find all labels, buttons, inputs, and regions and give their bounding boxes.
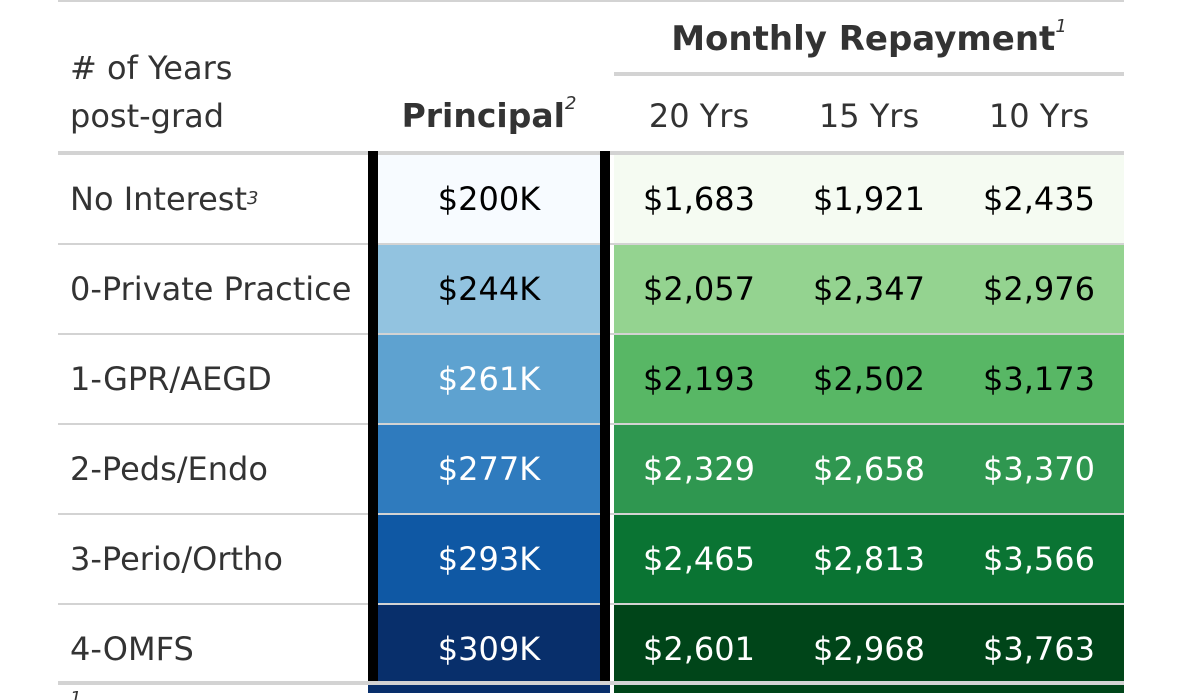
row-label-text: 2-Peds/Endo: [70, 450, 268, 488]
payment-cell-p20: $2,601: [614, 605, 784, 693]
row-label-text: No Interest: [70, 180, 247, 218]
spanner-rule: [614, 72, 1124, 76]
payment-cell-p20: $2,193: [614, 335, 784, 423]
principal-right-divider: [600, 151, 610, 685]
row-label: 0-Private Practice: [58, 245, 368, 333]
row-label-text: 0-Private Practice: [70, 270, 352, 308]
top-rule: [58, 0, 1124, 2]
years-header-line1: # of Years: [70, 49, 233, 87]
spanner-label: Monthly Repayment: [671, 19, 1056, 59]
payment-cell-p15: $2,502: [784, 335, 954, 423]
table-row: 2-Peds/Endo $277K $2,329 $2,658 $3,370: [58, 423, 1124, 513]
principal-header-label: Principal: [401, 96, 565, 135]
repayment-table: Monthly Repayment1 # of Years post-grad …: [58, 0, 1124, 700]
row-label-text: 4-OMFS: [70, 630, 194, 668]
principal-footnote-marker: 2: [564, 93, 577, 114]
payment-cell-p15: $1,921: [784, 155, 954, 243]
payment-cell-p15: $2,347: [784, 245, 954, 333]
table-row: 1-GPR/AEGD $261K $2,193 $2,502 $3,173: [58, 333, 1124, 423]
payment-cell-p10: $3,370: [954, 425, 1124, 513]
principal-cell: $309K: [368, 605, 610, 693]
table-row: 4-OMFS $309K $2,601 $2,968 $3,763: [58, 603, 1124, 693]
payment-cell-p10: $3,763: [954, 605, 1124, 693]
spanner-footnote-marker: 1: [1055, 16, 1067, 37]
payment-cell-p15: $2,658: [784, 425, 954, 513]
principal-cell: $244K: [368, 245, 610, 333]
payment-cell-p20: $2,057: [614, 245, 784, 333]
monthly-repayment-spanner: Monthly Repayment1: [614, 14, 1124, 64]
payment-cell-p15: $2,813: [784, 515, 954, 603]
row-label-text: 3-Perio/Ortho: [70, 540, 283, 578]
row-label: 4-OMFS: [58, 605, 368, 693]
col-header-20-yrs: 20 Yrs: [648, 97, 750, 135]
payment-cell-p20: $1,683: [614, 155, 784, 243]
table-row: 0-Private Practice $244K $2,057 $2,347 $2,97…: [58, 243, 1124, 333]
footnote-marker: 1: [70, 688, 82, 700]
row-label: 3-Perio/Ortho: [58, 515, 368, 603]
principal-cell: $200K: [368, 155, 610, 243]
bottom-rule: [58, 681, 1124, 685]
payment-cell-p20: $2,329: [614, 425, 784, 513]
principal-cell: $293K: [368, 515, 610, 603]
header-rule: [58, 151, 1124, 155]
payment-cell-p10: $3,173: [954, 335, 1124, 423]
payment-cell-p10: $2,976: [954, 245, 1124, 333]
col-header-15-yrs: 15 Yrs: [818, 97, 920, 135]
table-body: No Interest 3 $200K $1,683 $1,921 $2,435 0-Pri…: [58, 155, 1124, 693]
principal-left-divider: [368, 151, 378, 685]
row-label: 1-GPR/AEGD: [58, 335, 368, 423]
row-label-text: 1-GPR/AEGD: [70, 360, 272, 398]
principal-column-header: Principal2: [368, 88, 610, 144]
row-label: 2-Peds/Endo: [58, 425, 368, 513]
row-label: No Interest 3: [70, 180, 259, 218]
principal-cell: $261K: [368, 335, 610, 423]
years-column-header: # of Years post-grad: [70, 44, 232, 140]
payment-cell-p15: $2,968: [784, 605, 954, 693]
years-header-line2: post-grad: [70, 97, 225, 135]
table-row: No Interest 3 $200K $1,683 $1,921 $2,435: [58, 155, 1124, 243]
principal-cell: $277K: [368, 425, 610, 513]
payment-cell-p10: $3,566: [954, 515, 1124, 603]
payment-cell-p20: $2,465: [614, 515, 784, 603]
payment-cell-p10: $2,435: [954, 155, 1124, 243]
table-row: 3-Perio/Ortho $293K $2,465 $2,813 $3,566: [58, 513, 1124, 603]
col-header-10-yrs: 10 Yrs: [988, 97, 1090, 135]
